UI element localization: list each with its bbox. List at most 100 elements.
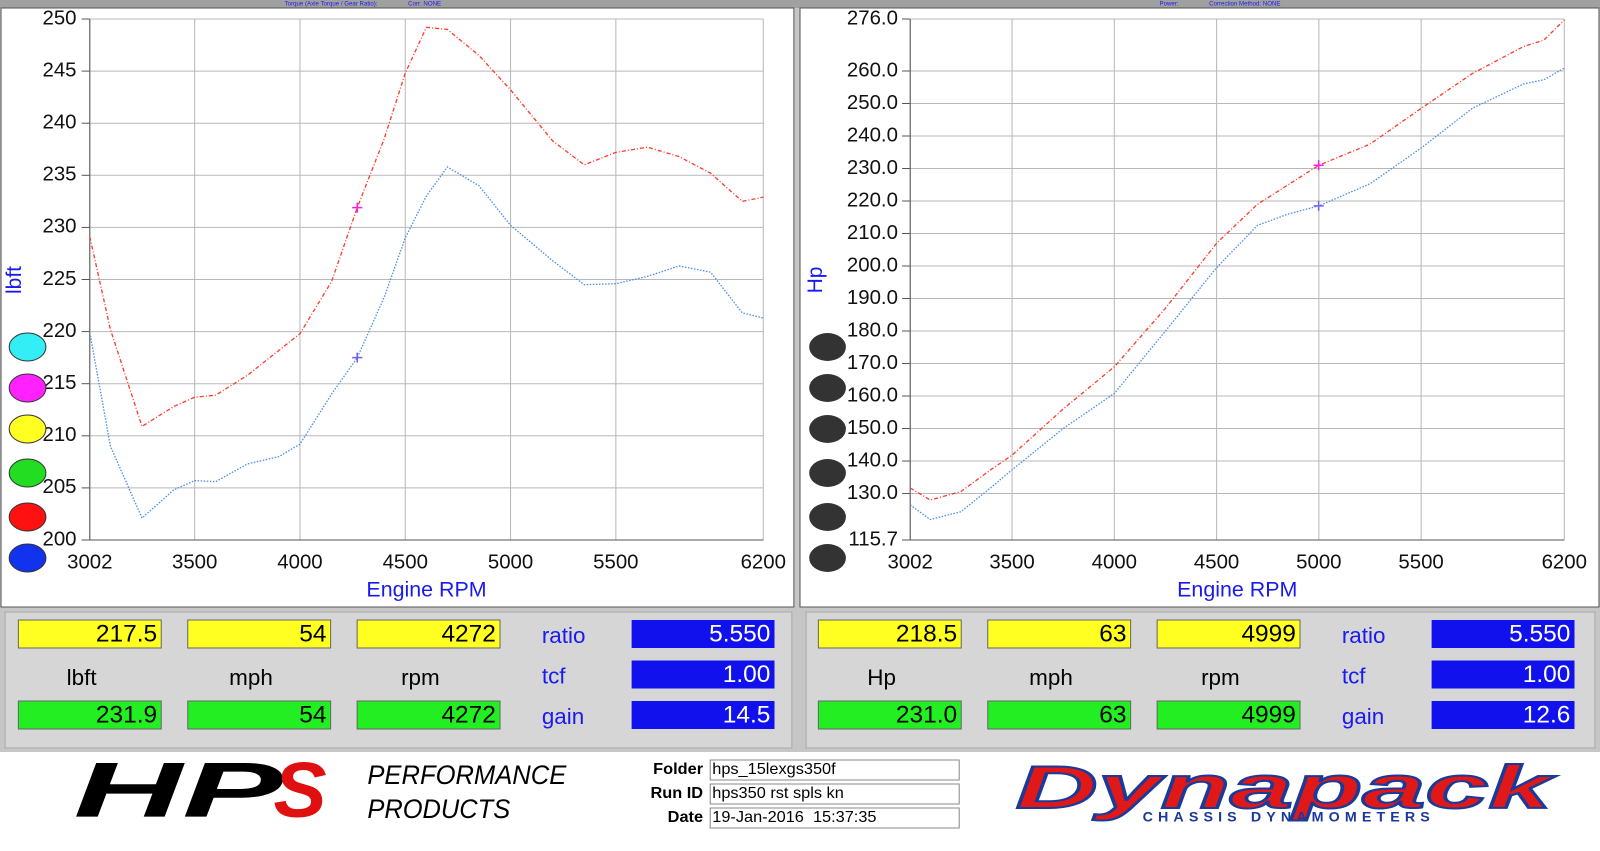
param-box — [1431, 660, 1575, 689]
param-box — [1431, 620, 1575, 648]
value-text: 4272 — [441, 621, 495, 648]
trace-button[interactable] — [809, 333, 846, 361]
x-tick-label: 4000 — [277, 551, 322, 573]
trace-button[interactable] — [809, 503, 846, 531]
y-tick-label: 210 — [43, 424, 77, 446]
y-tick-label: 240.0 — [847, 124, 898, 146]
value-box — [1156, 619, 1301, 649]
value-box — [17, 700, 162, 730]
param-label: ratio — [1342, 623, 1386, 648]
y-tick-label: 220 — [43, 320, 77, 342]
value-box — [17, 619, 162, 649]
value-box — [987, 619, 1132, 649]
value-box — [987, 700, 1132, 730]
param-value: 5.550 — [1509, 621, 1570, 648]
param-label: tcf — [1342, 664, 1367, 689]
x-tick-label: 5500 — [1398, 551, 1443, 573]
torque-panel — [0, 7, 795, 608]
info-label: Date — [668, 808, 703, 826]
data-line — [909, 19, 1565, 501]
dyno-tagline: CHASSIS DYNAMOMETERS — [1143, 809, 1435, 825]
value-text: 63 — [1099, 621, 1126, 648]
value-box — [356, 700, 501, 730]
trace-button[interactable] — [809, 544, 846, 572]
cursor-marker — [352, 352, 363, 363]
x-tick-label: 3002 — [67, 551, 112, 573]
y-tick-label: 200 — [43, 528, 77, 550]
param-value: 5.550 — [709, 621, 770, 648]
y-tick-label: 150.0 — [847, 417, 898, 439]
param-box — [631, 701, 775, 729]
param-value: 12.6 — [1523, 702, 1571, 729]
trace-button[interactable] — [809, 374, 846, 402]
value-box — [187, 700, 332, 730]
info-box — [709, 807, 960, 829]
value-text: 4272 — [441, 702, 495, 729]
y-tick-label: 170.0 — [847, 352, 898, 374]
cursor-marker — [352, 202, 363, 213]
y-axis-label: lbft — [3, 266, 26, 294]
unit-label: rpm — [401, 665, 440, 690]
y-tick-label: 205 — [43, 476, 77, 498]
y-tick-label: 250.0 — [847, 92, 898, 114]
y-tick-label: 140.0 — [847, 449, 898, 471]
logo-mark: HP — [73, 746, 283, 833]
y-tick-label: 240 — [43, 112, 77, 134]
x-tick-label: 4500 — [1194, 551, 1239, 573]
value-text: 231.9 — [96, 702, 157, 729]
power-panel — [799, 7, 1600, 608]
chart-title: Torque (Axle Torque / Gear Ratio): — [285, 2, 378, 8]
trace-button[interactable] — [8, 543, 47, 573]
info-label: Run ID — [650, 784, 703, 802]
trace-button[interactable] — [809, 459, 846, 487]
info-box — [709, 759, 960, 781]
footer-content: HP S PERFORMANCE PRODUCTS Dynapack CHASS… — [73, 746, 1558, 833]
value-text: 63 — [1099, 702, 1126, 729]
value-text: 4999 — [1241, 702, 1295, 729]
x-tick-label: 4000 — [1092, 551, 1137, 573]
value-box — [817, 700, 962, 730]
y-tick-label: 230 — [43, 216, 77, 238]
x-tick-label: 5500 — [593, 551, 638, 573]
logo-text: PERFORMANCE — [367, 759, 567, 790]
trace-buttons — [8, 332, 846, 573]
value-text: 4999 — [1241, 621, 1295, 648]
y-tick-label: 245 — [43, 60, 77, 82]
unit-label: mph — [1029, 665, 1073, 690]
y-axis-label: Hp — [804, 267, 827, 294]
x-axis-label: Engine RPM — [1177, 579, 1297, 602]
info-box — [709, 783, 960, 805]
y-tick-label: 260.0 — [847, 59, 898, 81]
y-tick-label: 115.7 — [848, 528, 898, 550]
trace-button[interactable] — [8, 458, 47, 488]
trace-button[interactable] — [8, 332, 47, 362]
value-text: 218.5 — [896, 621, 957, 648]
param-box — [631, 660, 775, 689]
param-value: 1.00 — [723, 661, 771, 688]
trace-button[interactable] — [809, 415, 846, 443]
info-label: Folder — [653, 760, 704, 778]
x-axis-label: Engine RPM — [366, 579, 486, 602]
x-tick-label: 4500 — [383, 551, 428, 573]
y-tick-label: 210.0 — [847, 222, 898, 244]
data-line — [89, 166, 764, 520]
trace-button[interactable] — [8, 373, 47, 403]
value-box — [1156, 700, 1301, 730]
x-tick-label: 5000 — [1296, 551, 1341, 573]
data-line — [909, 67, 1565, 521]
y-tick-label: 215 — [43, 372, 77, 394]
trace-button[interactable] — [8, 502, 47, 532]
value-box — [187, 619, 332, 649]
param-box — [631, 620, 775, 648]
title-strip — [0, 0, 1600, 8]
y-tick-label: 250 — [43, 7, 77, 29]
y-tick-label: 276.0 — [847, 7, 898, 29]
value-text: 54 — [299, 621, 326, 648]
logo-text: PRODUCTS — [367, 793, 510, 824]
y-tick-label: 230.0 — [847, 157, 898, 179]
trace-button[interactable] — [8, 414, 47, 444]
x-tick-label: 3500 — [989, 551, 1034, 573]
chart-subtitle: Corr: NONE — [408, 2, 441, 8]
